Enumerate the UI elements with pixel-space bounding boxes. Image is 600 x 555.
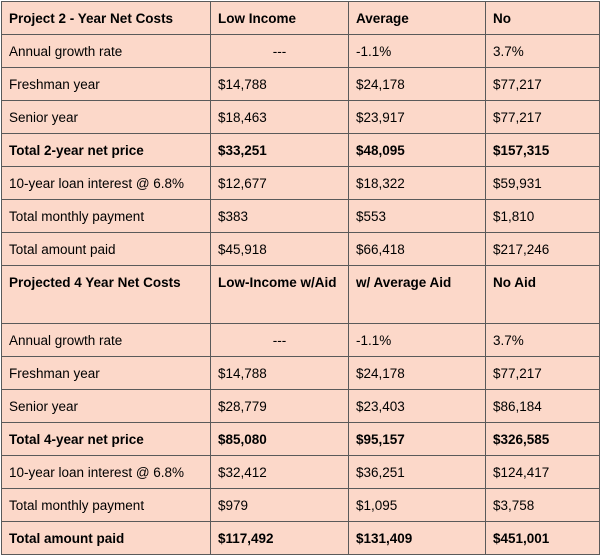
table-cell: $1,810 (485, 199, 600, 233)
table-header-row: Projected 4 Year Net Costs Low-Income w/… (1, 265, 600, 324)
row-label-cell: Total 2-year net price (1, 133, 211, 167)
table-cell: $157,315 (485, 133, 600, 167)
table-row: Freshman year $14,788 $24,178 $77,217 (1, 67, 600, 101)
table-cell: $85,080 (210, 422, 349, 456)
row-label-cell: 10-year loan interest @ 6.8% (1, 455, 211, 489)
table-cell: $36,251 (348, 455, 486, 489)
table-row: Total monthly payment $979 $1,095 $3,758 (1, 488, 600, 522)
row-label-cell: 10-year loan interest @ 6.8% (1, 166, 211, 200)
table-cell: $59,931 (485, 166, 600, 200)
table-cell: $23,403 (348, 389, 486, 423)
table-cell: $553 (348, 199, 486, 233)
table-cell: $33,251 (210, 133, 349, 167)
row-label-cell: Annual growth rate (1, 323, 211, 357)
table-cell: $3,758 (485, 488, 600, 522)
row-label-cell: Total amount paid (1, 232, 211, 266)
column-header-cell: No Aid (485, 265, 600, 324)
row-label-cell: Total 4-year net price (1, 422, 211, 456)
section-title-cell: Project 2 - Year Net Costs (1, 1, 211, 35)
total-row: Total 4-year net price $85,080 $95,157 $… (1, 422, 600, 456)
total-row: Total amount paid $117,492 $131,409 $451… (1, 521, 600, 555)
table-header-row: Project 2 - Year Net Costs Low Income Av… (1, 1, 600, 35)
table-cell: $77,217 (485, 356, 600, 390)
row-label-cell: Freshman year (1, 67, 211, 101)
table-cell: $95,157 (348, 422, 486, 456)
column-header-cell: Low-Income w/Aid (210, 265, 349, 324)
table-cell: -1.1% (348, 323, 486, 357)
column-header-cell: Low Income (210, 1, 349, 35)
table-cell: $217,246 (485, 232, 600, 266)
table-cell: $326,585 (485, 422, 600, 456)
table-cell: $12,677 (210, 166, 349, 200)
table-row: 10-year loan interest @ 6.8% $12,677 $18… (1, 166, 600, 200)
table-cell: $14,788 (210, 356, 349, 390)
row-label-cell: Total monthly payment (1, 199, 211, 233)
table-cell: $124,417 (485, 455, 600, 489)
row-label-cell: Freshman year (1, 356, 211, 390)
table-cell: 3.7% (485, 34, 600, 68)
section-title-cell: Projected 4 Year Net Costs (1, 265, 211, 324)
table-row: Senior year $28,779 $23,403 $86,184 (1, 389, 600, 423)
table-cell: $23,917 (348, 100, 486, 134)
table-cell: $383 (210, 199, 349, 233)
table-cell: $24,178 (348, 67, 486, 101)
table-row: Annual growth rate --- -1.1% 3.7% (1, 323, 600, 357)
table-cell: $24,178 (348, 356, 486, 390)
table-cell: $77,217 (485, 100, 600, 134)
table-row: 10-year loan interest @ 6.8% $32,412 $36… (1, 455, 600, 489)
table-cell: $131,409 (348, 521, 486, 555)
column-header-cell: No (485, 1, 600, 35)
table-cell: $48,095 (348, 133, 486, 167)
table-cell: $18,322 (348, 166, 486, 200)
table-cell: $45,918 (210, 232, 349, 266)
row-label-cell: Total monthly payment (1, 488, 211, 522)
table-row: Annual growth rate --- -1.1% 3.7% (1, 34, 600, 68)
table-cell: $979 (210, 488, 349, 522)
table-cell: $86,184 (485, 389, 600, 423)
table-row: Total amount paid $45,918 $66,418 $217,2… (1, 232, 600, 266)
row-label-cell: Senior year (1, 100, 211, 134)
table-cell: 3.7% (485, 323, 600, 357)
table-cell: $117,492 (210, 521, 349, 555)
table-row: Total monthly payment $383 $553 $1,810 (1, 199, 600, 233)
table-row: Senior year $18,463 $23,917 $77,217 (1, 100, 600, 134)
table-row: Freshman year $14,788 $24,178 $77,217 (1, 356, 600, 390)
table-cell: $1,095 (348, 488, 486, 522)
column-header-cell: w/ Average Aid (348, 265, 486, 324)
column-header-cell: Average (348, 1, 486, 35)
table-cell: $32,412 (210, 455, 349, 489)
table-cell: -1.1% (348, 34, 486, 68)
table-cell: $451,001 (485, 521, 600, 555)
table-cell: --- (210, 323, 349, 357)
row-label-cell: Senior year (1, 389, 211, 423)
row-label-cell: Annual growth rate (1, 34, 211, 68)
table-cell: $77,217 (485, 67, 600, 101)
table-cell: --- (210, 34, 349, 68)
total-row: Total 2-year net price $33,251 $48,095 $… (1, 133, 600, 167)
row-label-cell: Total amount paid (1, 521, 211, 555)
table-cell: $18,463 (210, 100, 349, 134)
table-cell: $14,788 (210, 67, 349, 101)
table-cell: $66,418 (348, 232, 486, 266)
table-cell: $28,779 (210, 389, 349, 423)
